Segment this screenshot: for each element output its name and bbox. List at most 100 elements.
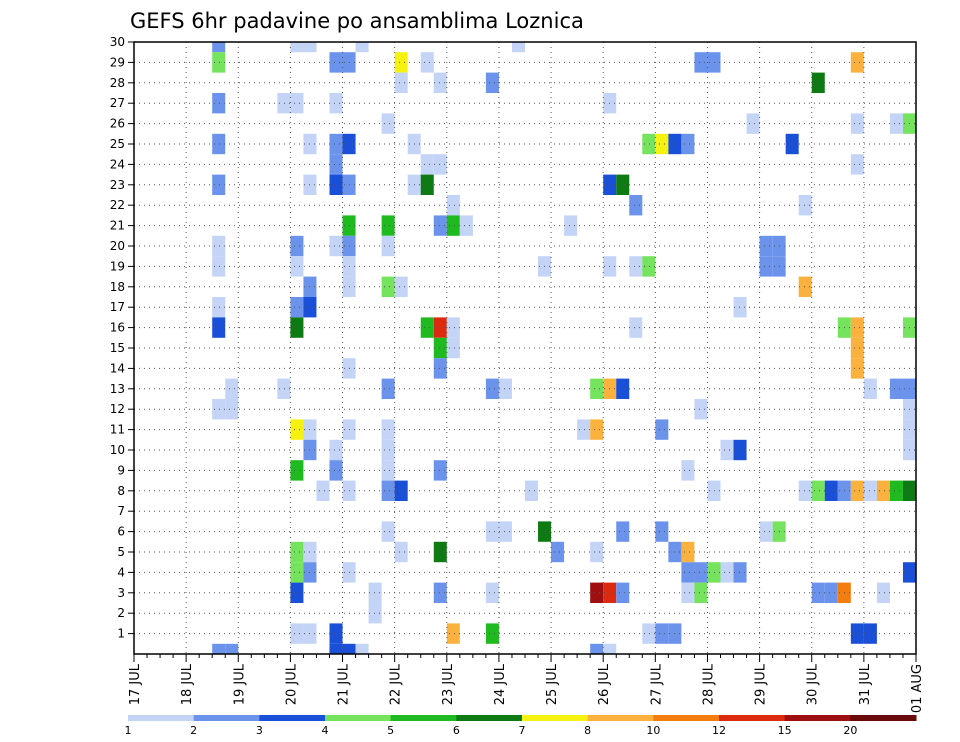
y-tick-label: 28 <box>110 76 125 90</box>
heatmap-cell <box>290 42 304 53</box>
heatmap-cell <box>212 256 226 277</box>
heatmap-cell <box>290 541 304 563</box>
colorbar-label: 8 <box>584 724 591 737</box>
heatmap-cell <box>433 215 447 236</box>
colorbar-swatch <box>390 715 457 721</box>
y-tick-label: 23 <box>110 178 125 192</box>
heatmap-cell <box>707 562 721 583</box>
heatmap-cell <box>733 562 747 583</box>
heatmap-cell <box>498 378 512 399</box>
heatmap-cell <box>433 337 447 359</box>
heatmap-cell <box>381 521 395 542</box>
heatmap-cell <box>381 113 395 134</box>
heatmap-cell <box>564 215 578 236</box>
x-tick-label: 19 JUL <box>232 663 247 705</box>
x-tick-label: 28 JUL <box>701 663 716 705</box>
heatmap-cell <box>290 93 304 114</box>
heatmap-cell <box>616 378 630 399</box>
heatmap-cell <box>876 480 890 501</box>
x-tick-label: 22 JUL <box>389 663 404 705</box>
y-tick-label: 7 <box>117 504 125 518</box>
heatmap-cell <box>212 133 226 155</box>
heatmap-cell <box>420 317 434 338</box>
heatmap-cell <box>368 603 382 624</box>
heatmap-cell <box>212 317 226 338</box>
heatmap-cell <box>433 317 447 338</box>
colorbar-swatch <box>784 715 851 721</box>
heatmap-cell <box>616 582 630 603</box>
heatmap-cell <box>642 133 656 155</box>
colorbar-swatch <box>653 715 720 721</box>
heatmap-cell <box>850 337 864 359</box>
heatmap-cell <box>863 623 877 644</box>
heatmap-cell <box>433 460 447 481</box>
heatmap-cell <box>394 72 408 93</box>
heatmap-cell <box>603 643 617 654</box>
heatmap-cell <box>381 439 395 461</box>
heatmap-cell <box>824 582 838 603</box>
y-tick-label: 3 <box>117 586 125 600</box>
colorbar-label: 1 <box>125 724 132 737</box>
heatmap-cell <box>420 174 434 195</box>
heatmap-cell <box>707 480 721 501</box>
y-tick-label: 2 <box>117 606 125 620</box>
heatmap-cell <box>629 195 643 216</box>
heatmap-cell <box>590 541 604 563</box>
heatmap-cell <box>485 521 499 542</box>
heatmap-cell <box>485 623 499 644</box>
heatmap-cell <box>655 623 669 644</box>
heatmap-cell <box>225 643 239 654</box>
heatmap-cell <box>381 215 395 236</box>
heatmap-cell <box>368 582 382 603</box>
heatmap-cell <box>746 113 760 134</box>
heatmap-cell <box>485 582 499 603</box>
heatmap-cell <box>446 215 460 236</box>
heatmap-cell <box>212 93 226 114</box>
y-tick-label: 16 <box>110 321 125 335</box>
colorbar-label: 6 <box>453 724 460 737</box>
heatmap-cell <box>381 378 395 399</box>
heatmap-cell <box>303 42 317 53</box>
colorbar-swatch <box>325 715 392 721</box>
heatmap-cell <box>212 235 226 257</box>
y-tick-label: 29 <box>110 55 125 69</box>
heatmap-cell <box>329 643 343 654</box>
y-tick-label: 10 <box>110 443 125 457</box>
y-tick-label: 18 <box>110 280 125 294</box>
heatmap-cell <box>329 133 343 155</box>
y-tick-label: 12 <box>110 402 125 416</box>
grid-lines <box>134 42 916 654</box>
heatmap-cell <box>642 623 656 644</box>
y-tick-label: 24 <box>110 157 125 171</box>
heatmap-cell <box>381 235 395 257</box>
heatmap-cell <box>381 419 395 440</box>
colorbar-swatch <box>193 715 260 721</box>
heatmap-cell <box>290 419 304 440</box>
y-axis: 1234567891011121314151617181920212223242… <box>110 35 134 641</box>
heatmap-cell <box>225 399 239 420</box>
colorbar-swatch <box>850 715 917 721</box>
heatmap-cell <box>446 337 460 359</box>
heatmap-cell <box>850 480 864 501</box>
colorbar-label: 5 <box>387 724 394 737</box>
heatmap-cell <box>850 623 864 644</box>
y-tick-label: 9 <box>117 463 125 477</box>
x-tick-label: 23 JUL <box>441 663 456 705</box>
heatmap-cell <box>329 174 343 195</box>
heatmap-cell <box>889 378 903 399</box>
heatmap-cell <box>707 52 721 73</box>
heatmap-cell <box>290 256 304 277</box>
heatmap-cell <box>889 113 903 134</box>
heatmap-cell <box>694 399 708 420</box>
heatmap-cell <box>577 419 591 440</box>
colorbar-swatch <box>522 715 589 721</box>
heatmap-cell <box>394 52 408 73</box>
heatmap-cell <box>485 378 499 399</box>
colorbar-label: 12 <box>712 724 726 737</box>
heatmap-cell <box>433 541 447 563</box>
x-tick-label: 18 JUL <box>180 663 195 705</box>
heatmap-cell <box>433 72 447 93</box>
x-axis: 17 JUL 18 JUL 19 JUL 20 JUL 21 JUL 22 JUL 23 J… <box>128 654 925 713</box>
heatmap-cell <box>551 541 565 563</box>
